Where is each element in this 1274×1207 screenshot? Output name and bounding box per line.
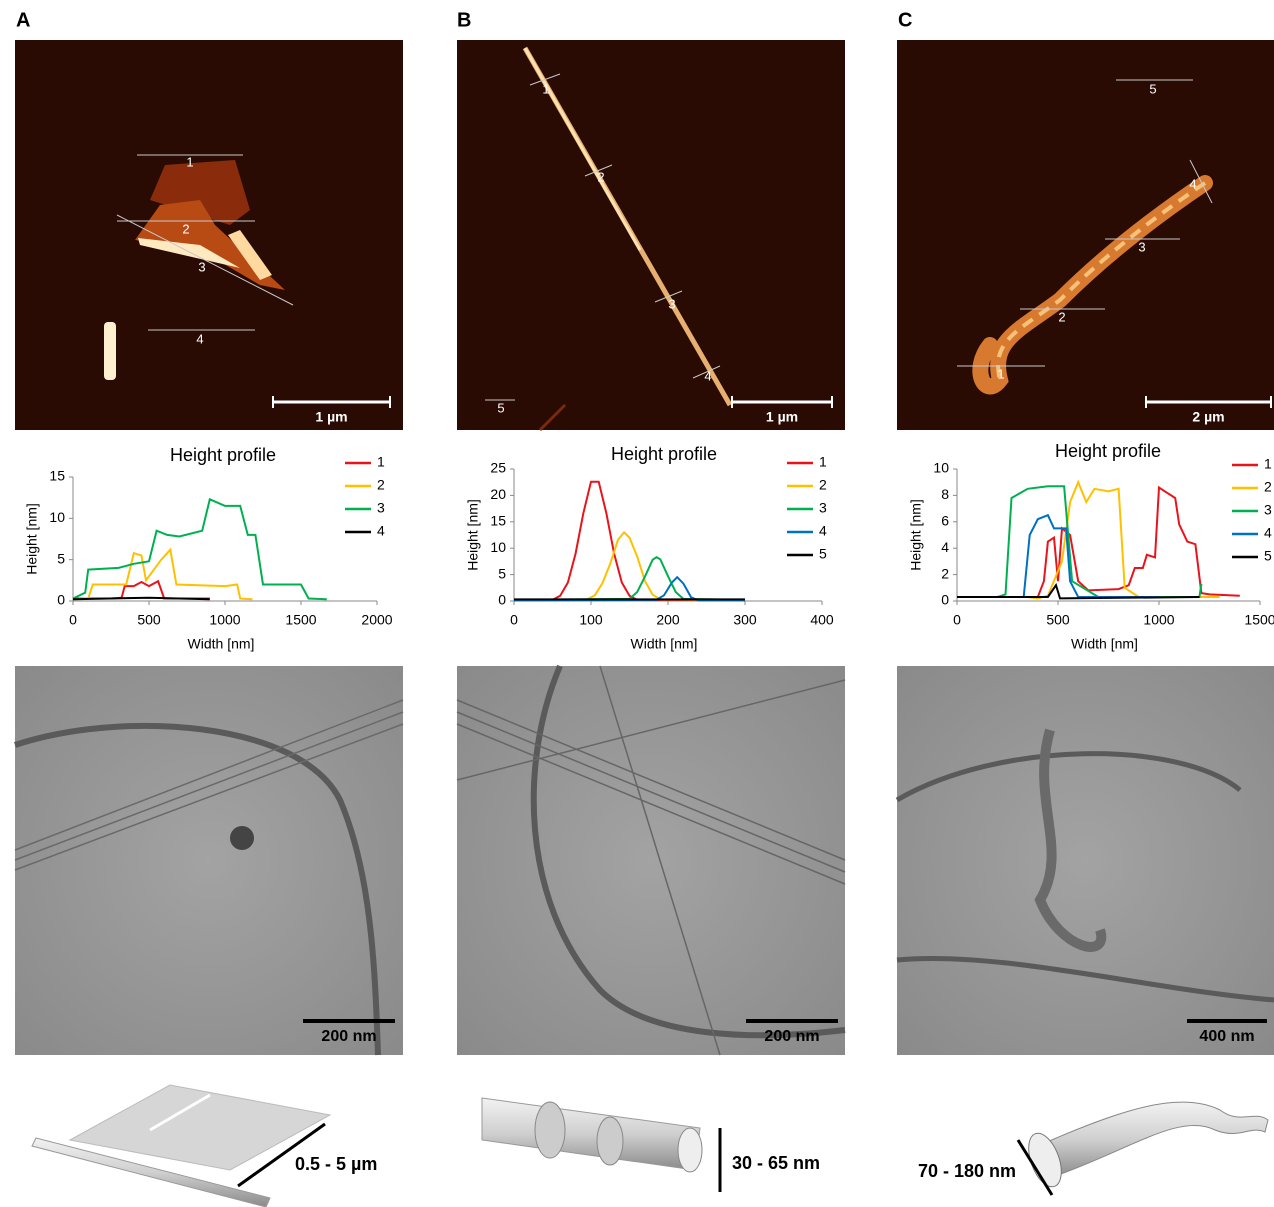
y-tick-label: 10 bbox=[49, 509, 65, 525]
y-axis-label: Height [nm] bbox=[24, 503, 40, 575]
profile-line-label: 5 bbox=[497, 400, 504, 415]
legend-label: 3 bbox=[377, 500, 385, 516]
x-tick-label: 200 bbox=[656, 612, 680, 628]
profile-line-label: 5 bbox=[1149, 81, 1156, 96]
y-tick-label: 5 bbox=[498, 565, 506, 581]
legend-label: 1 bbox=[819, 454, 827, 470]
x-tick-label: 500 bbox=[1046, 612, 1070, 628]
tem-image bbox=[457, 666, 845, 1055]
y-axis-label: Height [nm] bbox=[908, 499, 924, 571]
y-tick-label: 20 bbox=[490, 486, 506, 502]
profile-line-label: 1 bbox=[997, 366, 1004, 381]
x-tick-label: 1500 bbox=[285, 612, 316, 628]
legend-label: 3 bbox=[819, 500, 827, 516]
dimension-label: 30 - 65 nm bbox=[732, 1153, 820, 1173]
dimension-label: 0.5 - 5 µm bbox=[295, 1154, 377, 1174]
profile-line-label: 4 bbox=[704, 368, 711, 383]
schematic bbox=[32, 1085, 330, 1207]
legend-label: 2 bbox=[1264, 479, 1272, 495]
y-tick-label: 0 bbox=[941, 592, 949, 608]
profile-line-label: 3 bbox=[1138, 239, 1145, 254]
y-tick-label: 5 bbox=[57, 550, 65, 566]
y-tick-label: 25 bbox=[490, 460, 506, 476]
profile-line-label: 4 bbox=[196, 331, 203, 346]
legend-label: 4 bbox=[377, 523, 385, 539]
series-line bbox=[514, 577, 745, 600]
profile-line-label: 2 bbox=[182, 221, 189, 236]
x-tick-label: 1000 bbox=[1143, 612, 1174, 628]
series-line bbox=[514, 532, 745, 600]
scale-bar-label: 1 µm bbox=[315, 409, 347, 425]
x-tick-label: 1000 bbox=[209, 612, 240, 628]
legend-label: 1 bbox=[377, 454, 385, 470]
y-tick-label: 8 bbox=[941, 486, 949, 502]
profile-line-label: 1 bbox=[186, 154, 193, 169]
series-line bbox=[957, 488, 1240, 598]
y-tick-label: 0 bbox=[57, 592, 65, 608]
scale-bar-label: 1 µm bbox=[766, 409, 798, 425]
scale-bar-label: 400 nm bbox=[1199, 1028, 1254, 1045]
y-tick-label: 4 bbox=[941, 539, 949, 555]
legend-label: 2 bbox=[377, 477, 385, 493]
legend-label: 1 bbox=[1264, 456, 1272, 472]
x-tick-label: 300 bbox=[733, 612, 757, 628]
tem-image bbox=[15, 666, 403, 1055]
y-tick-label: 10 bbox=[933, 460, 949, 476]
legend-label: 5 bbox=[1264, 548, 1272, 564]
chart-title: Height profile bbox=[611, 444, 717, 464]
panel-label: A bbox=[16, 9, 30, 31]
scale-bar-label: 200 nm bbox=[321, 1028, 376, 1045]
x-tick-label: 400 bbox=[810, 612, 834, 628]
profile-line-label: 3 bbox=[198, 259, 205, 274]
series-line bbox=[957, 486, 1201, 597]
legend-label: 2 bbox=[819, 477, 827, 493]
profile-line-label: 4 bbox=[1189, 176, 1196, 191]
scale-bar-label: 200 nm bbox=[764, 1028, 819, 1045]
series-line bbox=[514, 557, 745, 600]
chart-title: Height profile bbox=[170, 445, 276, 465]
y-tick-label: 15 bbox=[49, 468, 65, 484]
profile-line-label: 2 bbox=[597, 169, 604, 184]
x-tick-label: 0 bbox=[69, 612, 77, 628]
x-tick-label: 0 bbox=[510, 612, 518, 628]
legend-label: 4 bbox=[819, 523, 827, 539]
panel-label: B bbox=[457, 9, 471, 31]
legend-label: 4 bbox=[1264, 525, 1272, 541]
afm-image bbox=[15, 40, 403, 430]
series-line bbox=[957, 482, 1220, 598]
y-tick-label: 0 bbox=[498, 592, 506, 608]
schematic bbox=[482, 1098, 720, 1192]
legend-label: 5 bbox=[819, 546, 827, 562]
y-tick-label: 10 bbox=[490, 539, 506, 555]
dimension-label: 70 - 180 nm bbox=[918, 1161, 1016, 1181]
legend-label: 3 bbox=[1264, 502, 1272, 518]
y-tick-label: 15 bbox=[490, 513, 506, 529]
x-axis-label: Width [nm] bbox=[1071, 636, 1138, 652]
profile-line-label: 3 bbox=[668, 296, 675, 311]
x-tick-label: 500 bbox=[137, 612, 161, 628]
x-axis-label: Width [nm] bbox=[631, 636, 698, 652]
series-line bbox=[514, 482, 745, 600]
afm-image bbox=[897, 40, 1274, 430]
profile-line-label: 2 bbox=[1058, 309, 1065, 324]
x-tick-label: 2000 bbox=[361, 612, 392, 628]
x-tick-label: 100 bbox=[579, 612, 603, 628]
x-tick-label: 0 bbox=[953, 612, 961, 628]
y-tick-label: 6 bbox=[941, 513, 949, 529]
scale-bar-label: 2 µm bbox=[1192, 409, 1224, 425]
y-tick-label: 2 bbox=[941, 565, 949, 581]
figure: A 1 2 3 4 1 µm 200 nm 0.5 - 5 µm B 1 2 3 4 5 1 µm 200 n… bbox=[0, 0, 1274, 1207]
x-tick-label: 1500 bbox=[1244, 612, 1274, 628]
tem-image bbox=[897, 666, 1274, 1055]
page: {"panels":[ {"label":"A","afm_scale":"1 … bbox=[0, 0, 1274, 1207]
series-line bbox=[73, 598, 210, 600]
x-axis-label: Width [nm] bbox=[188, 636, 255, 652]
y-axis-label: Height [nm] bbox=[465, 499, 481, 571]
schematic bbox=[1018, 1102, 1268, 1195]
profile-line-label: 1 bbox=[542, 81, 549, 96]
afm-image bbox=[457, 40, 845, 430]
chart-title: Height profile bbox=[1055, 441, 1161, 461]
panel-label: C bbox=[898, 9, 912, 31]
